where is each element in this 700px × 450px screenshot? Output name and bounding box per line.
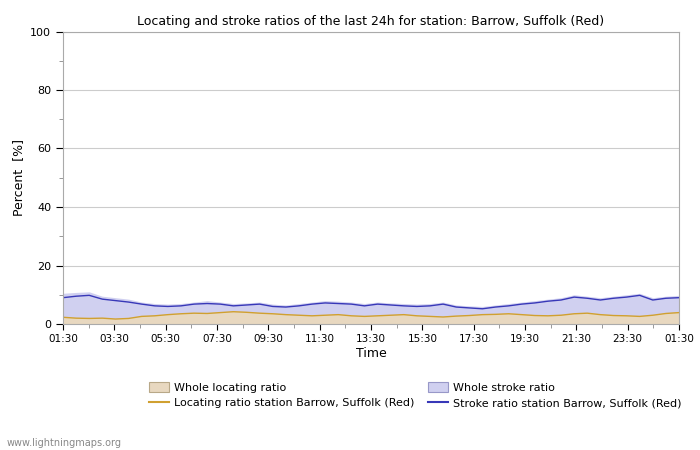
Y-axis label: Percent  [%]: Percent [%] [12, 139, 24, 216]
Legend: Whole locating ratio, Locating ratio station Barrow, Suffolk (Red), Whole stroke: Whole locating ratio, Locating ratio sta… [148, 382, 682, 408]
Text: www.lightningmaps.org: www.lightningmaps.org [7, 438, 122, 448]
X-axis label: Time: Time [356, 347, 386, 360]
Title: Locating and stroke ratios of the last 24h for station: Barrow, Suffolk (Red): Locating and stroke ratios of the last 2… [137, 14, 605, 27]
